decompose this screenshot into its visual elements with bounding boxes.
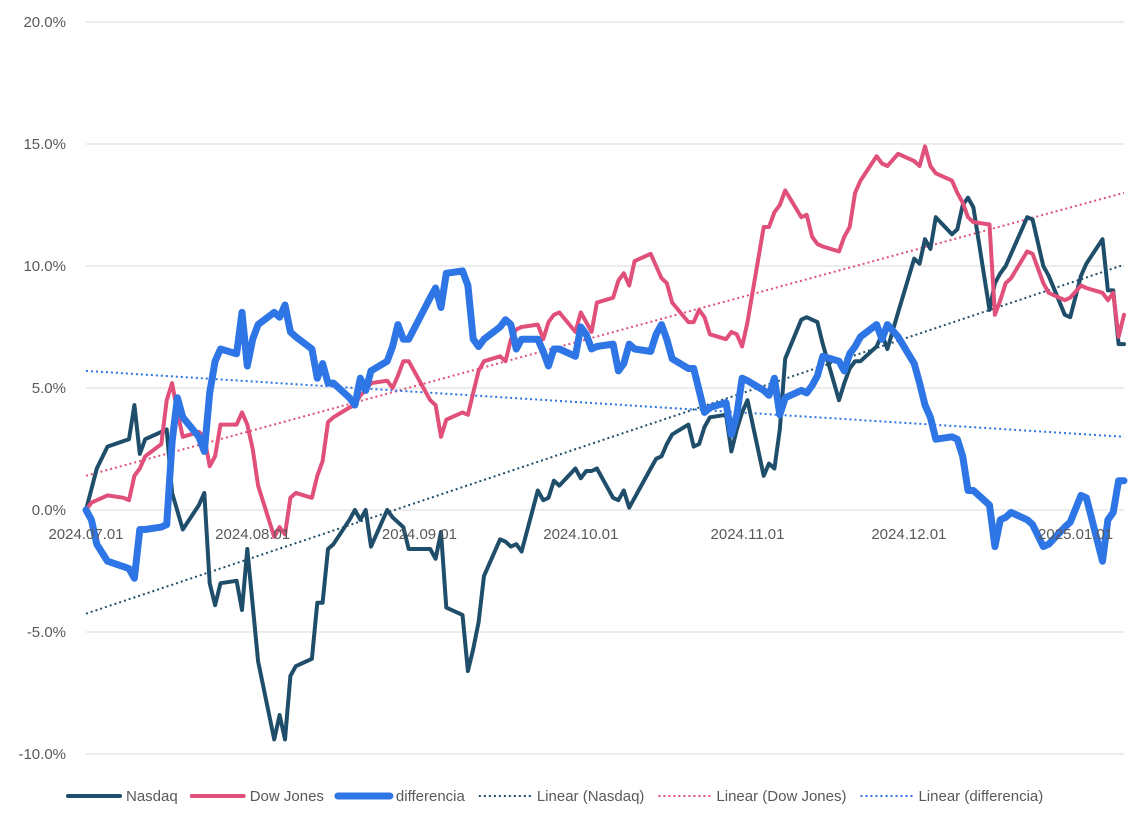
- y-tick-label: 5.0%: [32, 380, 66, 397]
- legend: Nasdaq Dow Jones differencia Linear (Nasdaq…: [66, 788, 1043, 805]
- legend-label-linear-nasdaq: Linear (Nasdaq): [537, 788, 645, 805]
- series-line-linear-dow-jones: [85, 191, 1125, 477]
- y-tick-label: 10.0%: [23, 258, 66, 275]
- x-tick-label: 2025.01.01: [1038, 526, 1113, 543]
- legend-label-differencia: differencia: [396, 788, 466, 805]
- y-axis-tick-labels: 20.0% 15.0% 10.0% 5.0% 0.0% -5.0% -10.0%: [18, 14, 66, 763]
- y-tick-label: 0.0%: [32, 502, 66, 519]
- series-lines: [82, 144, 1128, 742]
- x-tick-label: 2024.08.01: [215, 526, 290, 543]
- x-tick-label: 2024.12.01: [871, 526, 946, 543]
- legend-label-linear-differencia: Linear (differencia): [918, 788, 1043, 805]
- y-tick-label: 15.0%: [23, 136, 66, 153]
- series-line-differencia: [82, 267, 1128, 582]
- legend-label-nasdaq: Nasdaq: [126, 788, 178, 805]
- series-line-nasdaq: [84, 195, 1126, 742]
- y-tick-label: 20.0%: [23, 14, 66, 31]
- gridlines: [86, 21, 1124, 755]
- x-tick-label: 2024.07.01: [48, 526, 123, 543]
- x-axis-tick-labels: 2024.07.01 2024.08.01 2024.09.01 2024.10.01…: [48, 526, 1113, 543]
- y-tick-label: -5.0%: [27, 624, 66, 641]
- legend-label-linear-dow-jones: Linear (Dow Jones): [716, 788, 846, 805]
- legend-label-dow-jones: Dow Jones: [250, 788, 324, 805]
- x-tick-label: 2024.11.01: [711, 526, 785, 543]
- x-tick-label: 2024.09.01: [382, 526, 457, 543]
- series-line-dow-jones: [84, 144, 1126, 539]
- y-tick-label: -10.0%: [18, 746, 66, 763]
- series-line-linear-differencia: [85, 369, 1125, 438]
- x-tick-label: 2024.10.01: [543, 526, 618, 543]
